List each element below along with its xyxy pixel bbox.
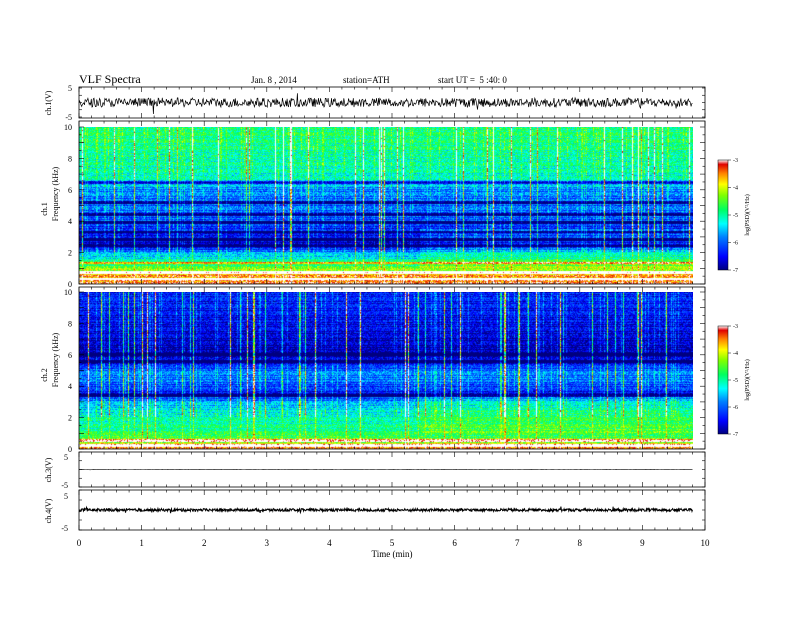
ch1-colorbar-ticks: -3 -4 -5 -6 -7 <box>728 158 738 274</box>
ch2-spectrogram-raster <box>79 292 693 449</box>
ch2-spectrogram-ylabel-channel: ch.2 <box>40 368 49 382</box>
waveform-line <box>78 468 693 471</box>
colorbar-tick-label: -3 <box>733 158 738 164</box>
ch3-waveform-ylabel: ch.3(V) <box>44 457 53 482</box>
y-tick-label: 10 <box>64 123 72 132</box>
colorbar-tick-label: -6 <box>733 241 738 247</box>
colorbar-tick-label: -4 <box>733 351 738 357</box>
ch1-spectrogram-ylabel-channel: ch.1 <box>40 202 49 216</box>
y-tick-label: 6 <box>68 186 72 195</box>
colorbar-tick-label: -3 <box>733 324 738 330</box>
ch2-spectrogram-ylabel-frequency: Frequency (kHz) <box>51 332 60 387</box>
ch1-waveform-ytick-bottom: -5 <box>65 113 72 122</box>
y-tick-label: 4 <box>68 382 72 391</box>
colorbar-tick-label: -7 <box>733 432 738 438</box>
ch4-waveform-ylabel: ch.4(V) <box>44 498 53 523</box>
colorbar-tick-label: -6 <box>733 405 738 411</box>
colorbar-tick-label: -4 <box>733 186 738 192</box>
ch2-colorbar-label: log(PSD)(V²/Hz) <box>744 359 751 400</box>
waveform-line <box>78 93 693 115</box>
y-tick-label: 8 <box>68 319 72 328</box>
ch2-colorbar-ticks: -3 -4 -5 -6 -7 <box>728 324 738 438</box>
x-tick-label: 5 <box>390 538 395 548</box>
ch4-waveform-panel: 5 -5 ch.4(V) <box>44 489 706 533</box>
ch4-waveform-ytick-top: 5 <box>64 492 68 501</box>
x-tick-label: 7 <box>515 538 520 548</box>
ch1-colorbar-label: log(PSD)(V²/Hz) <box>744 194 751 235</box>
x-tick-label: 3 <box>265 538 270 548</box>
y-tick-label: 6 <box>68 351 72 360</box>
x-tick-label: 9 <box>640 538 645 548</box>
y-tick-label: 8 <box>68 154 72 163</box>
x-tick-label: 1 <box>139 538 144 548</box>
x-axis-tick-labels: 0 1 2 3 4 5 6 7 8 9 10 <box>77 538 710 548</box>
x-tick-label: 2 <box>202 538 207 548</box>
ch1-waveform-ylabel: ch.1(V) <box>44 90 53 115</box>
ch1-spectrogram-raster <box>79 127 693 284</box>
y-tick-label: 4 <box>68 217 72 226</box>
ch1-waveform-ytick-top: 5 <box>68 84 72 93</box>
ch4-waveform-trace <box>78 489 705 531</box>
ch2-colorbar <box>717 325 729 435</box>
ch1-spectrogram-image <box>79 127 693 284</box>
x-tick-label: 8 <box>578 538 583 548</box>
date-label: Jan. 8 , 2014 <box>251 75 297 85</box>
ch1-spectrogram-ylabel-frequency: Frequency (kHz) <box>51 166 60 221</box>
ch2-spectrogram-yticks: 0 2 4 6 8 10 <box>64 288 705 454</box>
ch2-spectrogram-image <box>79 292 693 449</box>
ch3-waveform-ytick-top: 5 <box>64 453 68 462</box>
start-time-label: start UT = 5 :40: 0 <box>438 75 507 85</box>
y-tick-label: 2 <box>68 249 72 258</box>
figure-title: VLF Spectra <box>79 72 141 86</box>
ch1-waveform-panel: 5 -5 ch.1(V) <box>44 84 706 122</box>
y-tick-label: 2 <box>68 414 72 423</box>
x-tick-label: 4 <box>327 538 332 548</box>
ch1-spectrogram-yticks: 0 2 4 6 8 10 <box>64 123 705 289</box>
x-axis-ticks <box>78 87 706 530</box>
y-tick-label: 10 <box>64 288 72 297</box>
waveform-line <box>78 505 693 515</box>
x-tick-label: 0 <box>77 538 82 548</box>
colorbar-tick-label: -5 <box>733 213 738 219</box>
colorbar-tick-label: -7 <box>733 268 738 274</box>
x-axis-label: Time (min) <box>372 549 413 559</box>
y-tick-label: 0 <box>68 445 72 454</box>
y-tick-label: 0 <box>68 280 72 289</box>
x-tick-label: 6 <box>452 538 457 548</box>
ch1-waveform-trace <box>78 87 705 118</box>
colorbar-tick-label: -5 <box>733 378 738 384</box>
ch3-waveform-trace <box>78 451 705 488</box>
x-tick-label: 10 <box>701 538 711 548</box>
station-label: station=ATH <box>343 75 390 85</box>
ch3-waveform-ytick-bottom: -5 <box>61 481 68 490</box>
ch4-waveform-ytick-bottom: -5 <box>61 524 68 533</box>
ch3-waveform-panel: 5 -5 ch.3(V) <box>44 451 706 490</box>
ch1-colorbar <box>717 159 729 271</box>
